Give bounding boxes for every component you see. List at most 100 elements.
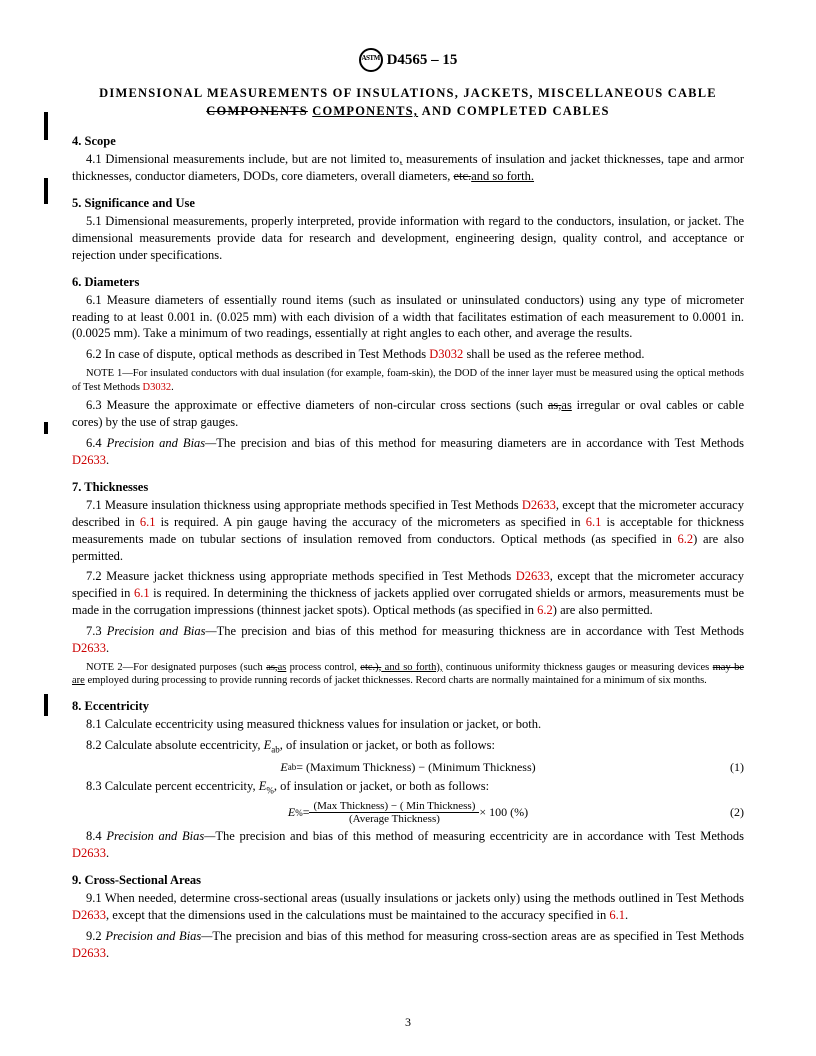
fraction: (Max Thickness) − ( Min Thickness) (Aver… — [309, 800, 479, 825]
ref-link[interactable]: 6.2 — [678, 532, 694, 546]
run-in-head: Precision and Bias— — [105, 929, 212, 943]
para-4-1: 4.1 Dimensional measurements include, bu… — [72, 151, 744, 185]
equation-number: (1) — [730, 760, 744, 775]
subscript: ab — [271, 744, 280, 754]
deleted-text: etc.), — [360, 662, 381, 673]
text: , except that the dimensions used in the… — [106, 908, 609, 922]
text: The precision and bias of this method fo… — [217, 624, 744, 638]
deleted-text: etc. — [453, 169, 471, 183]
text: is required. A pin gauge having the accu… — [155, 515, 585, 529]
para-6-2: 6.2 In case of dispute, optical methods … — [72, 346, 744, 363]
text: , of insulation or jacket, or both as fo… — [274, 779, 489, 793]
symbol: E — [280, 760, 287, 775]
para-7-1: 7.1 Measure insulation thickness using a… — [72, 497, 744, 565]
change-bar — [44, 112, 48, 140]
text: . — [625, 908, 628, 922]
deleted-text: as, — [548, 398, 562, 412]
para-8-3: 8.3 Calculate percent eccentricity, E%, … — [72, 778, 744, 797]
text: The precision and bias of this method of… — [215, 829, 744, 843]
text: = (Maximum Thickness) − (Minimum Thickne… — [296, 760, 535, 775]
note-2: NOTE 2—For designated purposes (such as,… — [72, 661, 744, 688]
main-title: DIMENSIONAL MEASUREMENTS OF INSULATIONS,… — [72, 84, 744, 120]
document-header: ASTM D4565 – 15 — [72, 48, 744, 72]
denominator: (Average Thickness) — [345, 813, 444, 825]
numerator: (Max Thickness) − ( Min Thickness) — [309, 800, 479, 813]
text: 6.4 — [86, 436, 107, 450]
page: ASTM D4565 – 15 DIMENSIONAL MEASUREMENTS… — [0, 0, 816, 1056]
page-number: 3 — [0, 1015, 816, 1030]
section-5-head: 5. Significance and Use — [72, 196, 744, 211]
text: . — [106, 453, 109, 467]
change-bar — [44, 694, 48, 716]
para-7-3: 7.3 Precision and Bias—The precision and… — [72, 623, 744, 657]
text: shall be used as the referee method. — [463, 347, 644, 361]
section-4-head: 4. Scope — [72, 134, 744, 149]
para-6-4: 6.4 Precision and Bias—The precision and… — [72, 435, 744, 469]
ref-link[interactable]: D2633 — [72, 846, 106, 860]
text: employed during processing to provide ru… — [85, 675, 707, 686]
ref-link[interactable]: D2633 — [522, 498, 556, 512]
subscript: % — [295, 808, 303, 818]
astm-logo-icon: ASTM — [359, 48, 383, 72]
text: The precision and bias of this method fo… — [216, 436, 744, 450]
designation: D4565 – 15 — [387, 52, 458, 69]
section-7-head: 7. Thicknesses — [72, 480, 744, 495]
text: 7.3 — [86, 624, 107, 638]
ref-link[interactable]: D2633 — [72, 946, 106, 960]
ref-link[interactable]: 6.1 — [134, 586, 150, 600]
change-bar — [44, 422, 48, 434]
equation-1: Eab = (Maximum Thickness) − (Minimum Thi… — [72, 760, 744, 775]
text: 6.2 In case of dispute, optical methods … — [86, 347, 429, 361]
ref-link[interactable]: 6.1 — [609, 908, 625, 922]
equation-2: E% = (Max Thickness) − ( Min Thickness) … — [72, 800, 744, 825]
section-9-head: 9. Cross-Sectional Areas — [72, 873, 744, 888]
text: , of insulation or jacket, or both as fo… — [280, 738, 495, 752]
text: 8.3 Calculate percent eccentricity, — [86, 779, 259, 793]
run-in-head: Precision and Bias— — [106, 829, 215, 843]
ref-link[interactable]: D2633 — [516, 569, 550, 583]
run-in-head: Precision and Bias— — [107, 624, 217, 638]
ref-link[interactable]: D2633 — [72, 453, 106, 467]
text: The precision and bias of this method fo… — [212, 929, 744, 943]
note-label: N — [86, 368, 94, 379]
text: × 100 (%) — [479, 805, 528, 820]
text: . — [171, 382, 174, 393]
text: . — [106, 846, 109, 860]
inserted-text: and so forth. — [471, 169, 534, 183]
para-8-2: 8.2 Calculate absolute eccentricity, Eab… — [72, 737, 744, 756]
ref-link[interactable]: D3032 — [143, 382, 172, 393]
ref-link[interactable]: 6.2 — [537, 603, 553, 617]
subscript: ab — [288, 762, 297, 772]
text: OTE 2—For designated purposes (such — [94, 662, 267, 673]
deleted-text: may be — [713, 662, 744, 673]
ref-link[interactable]: 6.1 — [586, 515, 602, 529]
title-strike: COMPONENTS — [206, 104, 308, 118]
para-7-2: 7.2 Measure jacket thickness using appro… — [72, 568, 744, 619]
section-6-head: 6. Diameters — [72, 275, 744, 290]
subscript: % — [266, 785, 274, 795]
text: 8.2 Calculate absolute eccentricity, — [86, 738, 264, 752]
para-9-2: 9.2 Precision and Bias—The precision and… — [72, 928, 744, 962]
title-line1: DIMENSIONAL MEASUREMENTS OF INSULATIONS,… — [99, 86, 717, 100]
para-8-1: 8.1 Calculate eccentricity using measure… — [72, 716, 744, 733]
deleted-text: as, — [266, 662, 277, 673]
text: N — [86, 662, 94, 673]
para-9-1: 9.1 When needed, determine cross-section… — [72, 890, 744, 924]
ref-link[interactable]: 6.1 — [140, 515, 156, 529]
inserted-text: and so forth), — [381, 662, 442, 673]
text: ) are also permitted. — [553, 603, 653, 617]
inserted-text: are — [72, 675, 85, 686]
ref-link[interactable]: D3032 — [429, 347, 463, 361]
run-in-head: Precision and Bias— — [107, 436, 217, 450]
text: 4.1 Dimensional measurements include, bu… — [86, 152, 399, 166]
text: 9.2 — [86, 929, 105, 943]
para-5-1: 5.1 Dimensional measurements, properly i… — [72, 213, 744, 264]
para-8-4: 8.4 Precision and Bias—The precision and… — [72, 828, 744, 862]
title-rest: AND COMPLETED CABLES — [418, 104, 610, 118]
text: continuous uniformity thickness gauges o… — [442, 662, 712, 673]
change-bar — [44, 178, 48, 204]
ref-link[interactable]: D2633 — [72, 641, 106, 655]
ref-link[interactable]: D2633 — [72, 908, 106, 922]
symbol: E — [288, 805, 295, 820]
text: 8.4 — [86, 829, 106, 843]
